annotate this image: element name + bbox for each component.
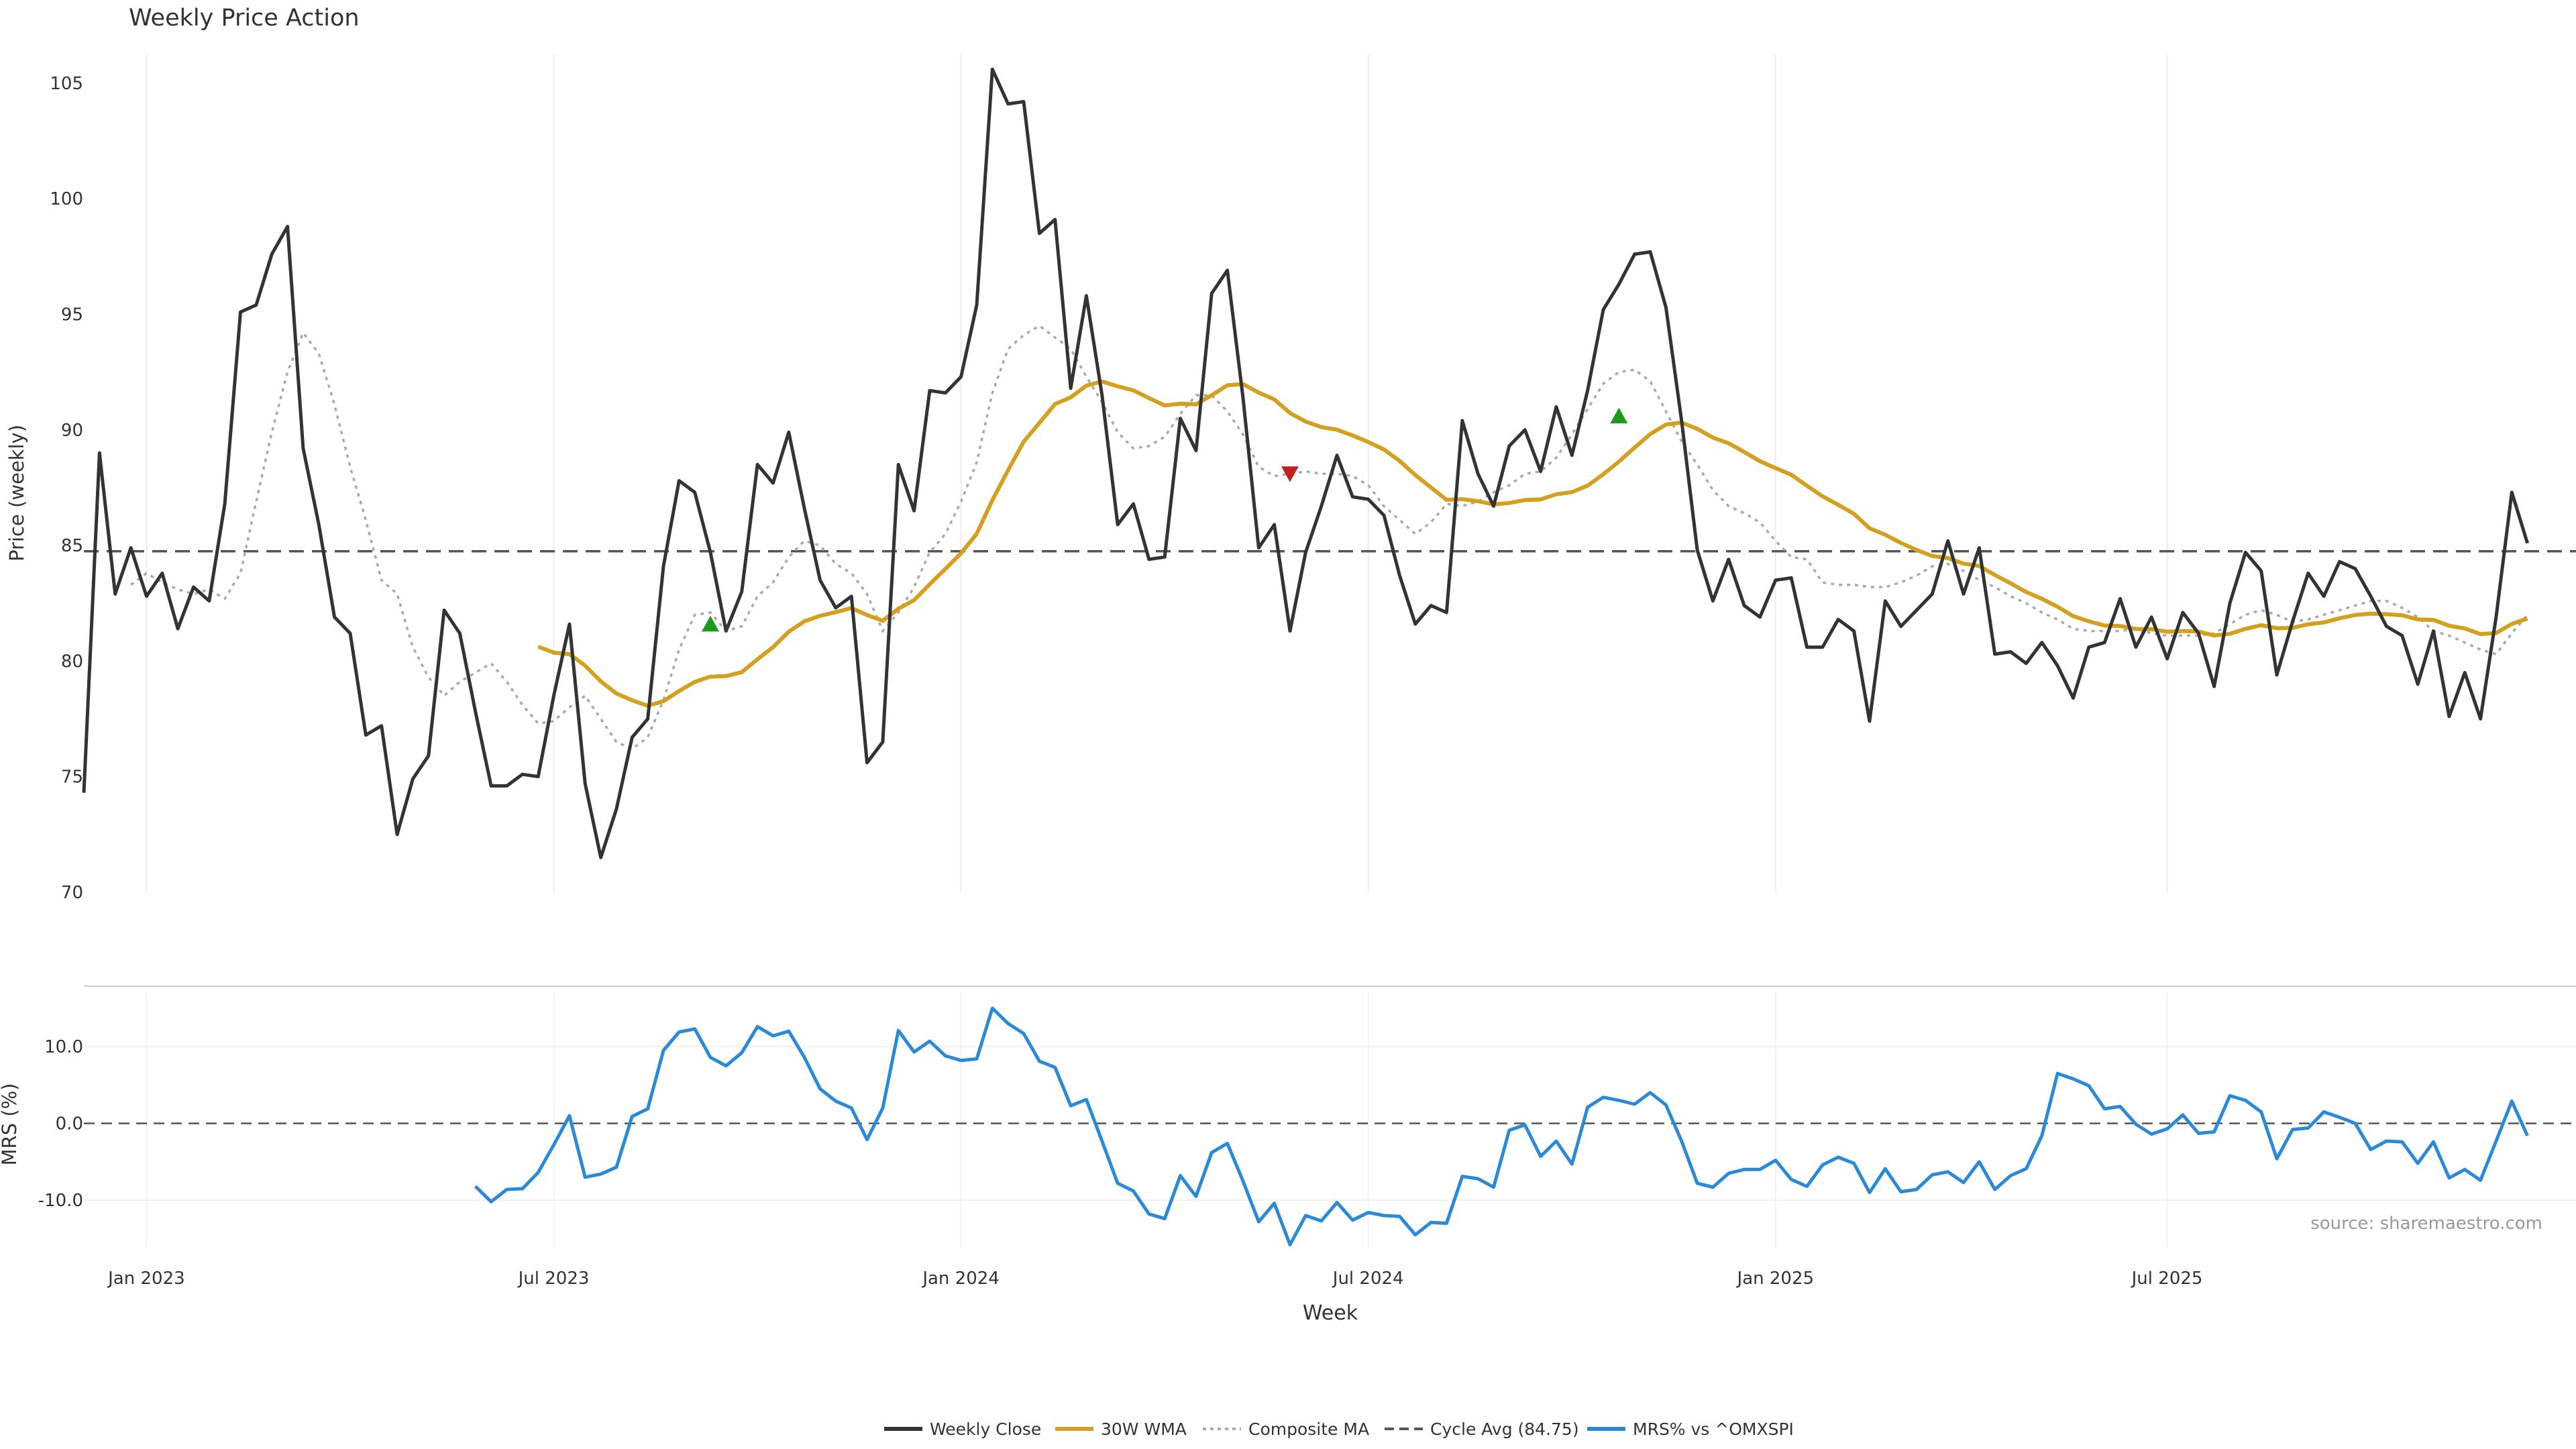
mrs-y-ticks: -10.0 0.0 10.0 <box>38 1037 83 1211</box>
mrs-y-tick-label: 0.0 <box>56 1114 83 1134</box>
price-y-tick-label: 100 <box>50 189 83 209</box>
legend-label: Weekly Close <box>930 1419 1041 1439</box>
x-axis-ticks: Jan 2023 Jul 2023 Jan 2024 Jul 2024 Jan 2025… <box>107 1269 2202 1289</box>
chart-title: Weekly Price Action <box>129 5 360 32</box>
price-y-tick-label: 95 <box>61 305 83 325</box>
legend-label: MRS% vs ^OMXSPI <box>1633 1419 1794 1439</box>
price-series <box>82 67 2576 859</box>
mrs-y-tick-label: -10.0 <box>38 1191 83 1211</box>
price-y-tick-label: 85 <box>61 536 83 556</box>
price-y-label: Price (weekly) <box>5 425 28 561</box>
wma-30w-line <box>537 379 2528 708</box>
legend: Weekly Close 30W WMA Composite MA Cycle Avg… <box>884 1419 1794 1439</box>
legend-label: Cycle Avg (84.75) <box>1430 1419 1579 1439</box>
buy-signal-marker <box>702 615 719 632</box>
legend-label: 30W WMA <box>1101 1419 1187 1439</box>
x-tick-label: Jan 2025 <box>1736 1269 1815 1289</box>
mrs-line <box>474 1006 2529 1246</box>
x-tick-label: Jul 2024 <box>1332 1269 1404 1289</box>
x-axis-label: Week <box>1303 1301 1358 1325</box>
mrs-gridlines <box>84 993 2576 1248</box>
price-gridlines <box>146 54 2168 892</box>
price-y-tick-label: 105 <box>50 74 83 94</box>
weekly-close-line <box>82 67 2529 859</box>
x-tick-label: Jan 2023 <box>107 1269 185 1289</box>
mrs-series <box>84 1006 2576 1246</box>
price-y-tick-label: 70 <box>61 883 83 903</box>
mrs-y-label: MRS (%) <box>0 1083 21 1166</box>
x-tick-label: Jul 2023 <box>517 1269 590 1289</box>
price-y-tick-label: 75 <box>61 767 83 788</box>
price-y-tick-label: 80 <box>61 651 83 672</box>
x-tick-label: Jul 2025 <box>2131 1269 2203 1289</box>
buy-signal-marker <box>1610 407 1628 424</box>
legend-label: Composite MA <box>1248 1419 1369 1439</box>
signal-markers <box>702 407 1628 632</box>
x-tick-label: Jan 2024 <box>921 1269 1000 1289</box>
mrs-y-tick-label: 10.0 <box>44 1037 83 1057</box>
composite-ma-line <box>130 324 2528 751</box>
sell-signal-marker <box>1281 466 1299 482</box>
price-y-tick-label: 90 <box>61 421 83 441</box>
source-note: source: sharemaestro.com <box>2310 1214 2542 1234</box>
price-y-ticks: 70 75 80 85 90 95 100 105 <box>50 74 83 903</box>
